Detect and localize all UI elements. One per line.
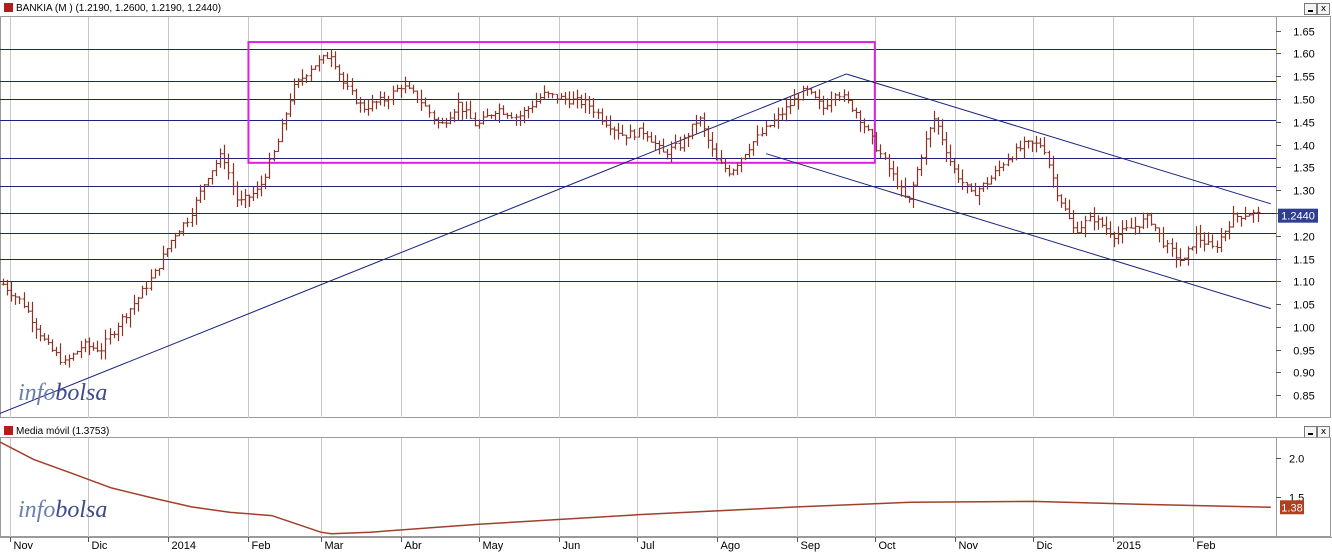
time-tick-label: Feb: [252, 540, 271, 552]
main-panel-border: [0, 16, 1331, 418]
indicator-panel-border: [0, 437, 1331, 537]
price-tick-label: 1.55: [1293, 72, 1314, 84]
trendlines: [0, 73, 1271, 414]
price-tick-label: 1.50: [1293, 95, 1314, 107]
time-tick-label: Nov: [14, 540, 34, 552]
main-panel-title: BANKIA (M ) (1.2190, 1.2600, 1.2190, 1.2…: [4, 3, 221, 14]
moving-average-line: [0, 441, 1271, 535]
ma-value-badge: [1280, 500, 1304, 515]
price-tick-label: 1.10: [1293, 277, 1314, 289]
indicator-panel-title-text: Media móvil (1.3753): [16, 426, 110, 437]
time-tick-label: 2015: [1117, 540, 1141, 552]
ohlc-bars: [1, 49, 1261, 368]
price-tick-label: 0.90: [1293, 368, 1314, 380]
time-tick-label: Abr: [405, 540, 422, 552]
time-tick-label: Ago: [721, 540, 741, 552]
time-tick-label: 2014: [172, 540, 196, 552]
price-tick-label: 1.00: [1293, 323, 1314, 335]
range-rectangle-group: [247, 41, 876, 164]
watermark-main: infobolsa: [18, 380, 107, 406]
time-tick-label: Feb: [1197, 540, 1216, 552]
price-tick-label: 0.95: [1293, 346, 1314, 358]
last-value-badges: 1.2440 1.38: [1278, 208, 1318, 515]
time-tick-label: Jul: [641, 540, 655, 552]
price-tick-label: 1.15: [1293, 255, 1314, 267]
trendline: [0, 73, 847, 414]
time-axis-ticks: Nov Dic 2014 Feb Mar Abr May Jun Jul Ago Sep Oct Nov…: [10, 537, 1216, 552]
time-tick-label: Mar: [325, 540, 344, 552]
time-tick-label: Dic: [92, 540, 108, 552]
indicator-panel-title: Media móvil (1.3753): [4, 426, 109, 437]
indicator-tick-label: 2.0: [1289, 454, 1304, 466]
price-tick-label: 1.45: [1293, 118, 1314, 130]
chart-icon: [4, 3, 13, 12]
trendline: [765, 153, 1271, 310]
last-price-label: 1.2440: [1281, 211, 1315, 223]
ma-value-label: 1.38: [1281, 502, 1302, 514]
time-tick-label: Jun: [563, 540, 581, 552]
chart-icon: [4, 426, 13, 435]
time-tick-label: Nov: [959, 540, 979, 552]
moving-average-group: [0, 441, 1271, 535]
time-tick-label: Dic: [1037, 540, 1053, 552]
last-price-badge: [1278, 208, 1318, 223]
watermark-indicator: infobolsa: [18, 497, 107, 523]
time-tick-label: May: [483, 540, 504, 552]
indicator-axis-ticks: 2.01.5: [1276, 454, 1304, 505]
price-tick-label: 1.35: [1293, 163, 1314, 175]
time-tick-label: Sep: [801, 540, 821, 552]
time-tick-label: Oct: [879, 540, 896, 552]
price-tick-label: 0.85: [1293, 391, 1314, 403]
close-button[interactable]: x: [1317, 3, 1330, 15]
trendline: [846, 73, 1271, 205]
indicator-minimize-button[interactable]: [1304, 426, 1317, 438]
price-tick-label: 1.60: [1293, 49, 1314, 61]
minimize-button[interactable]: [1304, 3, 1317, 15]
main-panel-title-text: BANKIA (M ) (1.2190, 1.2600, 1.2190, 1.2…: [16, 3, 222, 14]
range-rectangle: [247, 41, 876, 164]
price-tick-label: 1.20: [1293, 232, 1314, 244]
price-tick-label: 1.30: [1293, 186, 1314, 198]
price-tick-label: 1.05: [1293, 300, 1314, 312]
vertical-grid: [10, 17, 1194, 537]
price-tick-label: 1.40: [1293, 141, 1314, 153]
price-tick-label: 1.65: [1293, 27, 1314, 39]
price-axis-ticks: 1.651.601.551.501.451.401.351.301.251.20…: [1276, 27, 1315, 403]
support-resistance-levels: [0, 49, 1276, 282]
